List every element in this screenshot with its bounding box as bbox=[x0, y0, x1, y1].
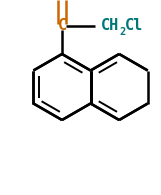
Text: Cl: Cl bbox=[125, 19, 143, 34]
Text: 2: 2 bbox=[119, 27, 125, 37]
Text: CH: CH bbox=[101, 19, 119, 34]
Text: C: C bbox=[57, 19, 66, 34]
